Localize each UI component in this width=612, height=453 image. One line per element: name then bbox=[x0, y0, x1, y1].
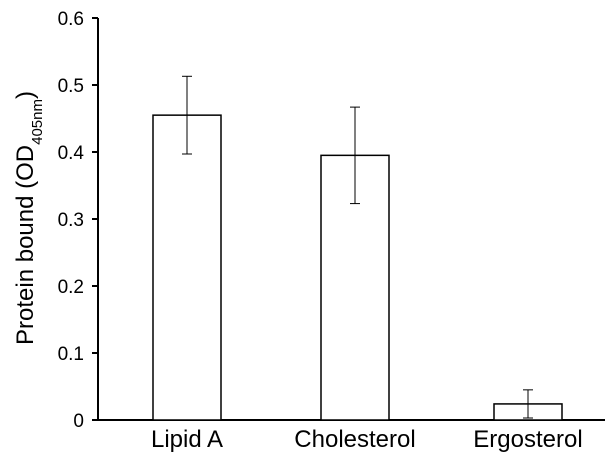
y-axis-label-close: ) bbox=[12, 91, 39, 99]
x-tick-label: Cholesterol bbox=[294, 426, 415, 453]
y-tick-label: 0.2 bbox=[58, 277, 84, 298]
y-tick-label: 0.1 bbox=[58, 344, 84, 365]
y-ticks: 0 0.1 0.2 0.3 0.4 0.5 0.6 bbox=[58, 9, 98, 432]
svg-text:Protein bound (OD405nm): Protein bound (OD405nm) bbox=[12, 91, 46, 345]
y-tick-label: 0.4 bbox=[58, 143, 85, 164]
y-tick-label: 0.5 bbox=[58, 76, 84, 97]
y-tick-label: 0.3 bbox=[58, 210, 84, 231]
bars bbox=[152, 114, 563, 421]
x-tick-labels: Lipid A Cholesterol Ergosterol bbox=[151, 426, 583, 453]
x-tick-label: Lipid A bbox=[151, 426, 223, 453]
x-tick-label: Ergosterol bbox=[473, 426, 582, 453]
bar-lipid-a bbox=[152, 114, 222, 421]
y-tick-label: 0.6 bbox=[58, 9, 84, 30]
y-axis-label-main: Protein bound (OD bbox=[12, 145, 39, 345]
y-axis-label-subscript: 405nm bbox=[29, 99, 46, 145]
y-axis-label: Protein bound (OD405nm) bbox=[12, 91, 46, 345]
y-tick-label: 0 bbox=[73, 411, 84, 432]
error-bars bbox=[182, 75, 533, 419]
